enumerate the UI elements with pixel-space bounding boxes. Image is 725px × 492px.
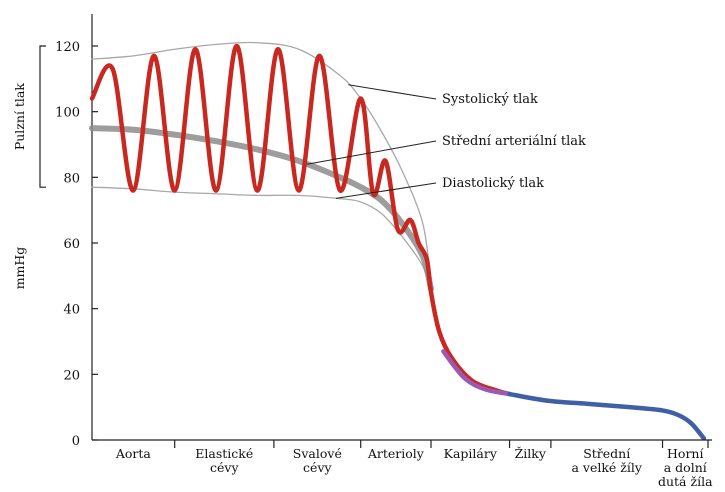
x-segment-label: Žilky: [515, 446, 547, 461]
annotation-label: Střední arteriální tlak: [442, 134, 586, 149]
annotations: Systolický tlak Střední arteriální tlak Di…: [306, 84, 586, 199]
pressure-curves: [89, 41, 707, 441]
x-segment-label: Arterioly: [367, 446, 425, 461]
pulse-pressure-bracket: [39, 45, 46, 188]
x-segment-label: Kapiláry: [444, 446, 498, 461]
annotation-leader: [306, 140, 437, 165]
y-axis-title: mmHg: [12, 247, 27, 290]
capillary-curve: [441, 349, 512, 397]
y-tick-label: 100: [55, 106, 80, 121]
annotation-label: Diastolický tlak: [442, 176, 544, 191]
x-segment-label: Aorta: [115, 446, 152, 461]
y-tick-label: 40: [63, 303, 80, 318]
y-tick-label: 120: [55, 40, 80, 55]
mean-curve: [89, 125, 435, 292]
x-segment-label: Horní a dolní dutá žíla: [658, 446, 713, 489]
y-axis: 0 20 40 60 80 100 120: [55, 14, 98, 449]
pulse-pressure-label: Pulzní tlak: [12, 83, 27, 151]
annotation-leader: [335, 182, 437, 199]
x-axis: Aorta Elastické cévy Svalové cévy Arterioly Ka…: [92, 439, 713, 489]
x-segment-label: Svalové cévy: [293, 446, 342, 475]
y-tick-label: 60: [63, 237, 80, 252]
annotation-label: Systolický tlak: [442, 92, 538, 107]
diastolic-curve: [91, 186, 432, 293]
y-tick-label: 0: [72, 434, 80, 449]
x-segment-label: Elastické cévy: [195, 446, 253, 475]
pulse-bracket-line: [39, 45, 46, 188]
venous-curve: [507, 391, 707, 441]
y-tick-label: 20: [63, 368, 80, 383]
y-tick-label: 80: [63, 171, 80, 186]
x-segment-label: Střední a velké žíly: [571, 446, 642, 475]
pressure-curve: [89, 43, 512, 397]
annotation-leader: [348, 84, 437, 100]
